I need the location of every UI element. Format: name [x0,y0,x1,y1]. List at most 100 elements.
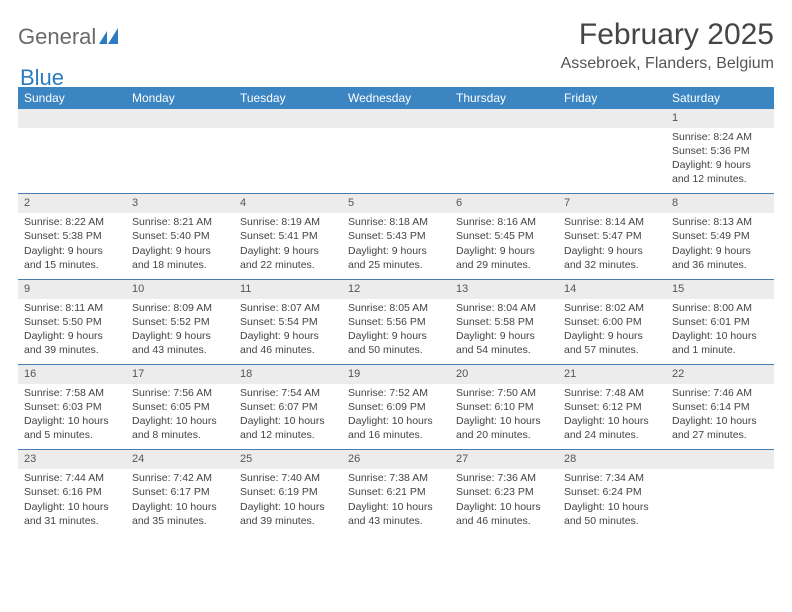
daylight-line1: Daylight: 10 hours [564,500,660,514]
day-cell [342,128,450,194]
day-cell: Sunrise: 7:42 AMSunset: 6:17 PMDaylight:… [126,469,234,535]
sunrise-line: Sunrise: 7:54 AM [240,386,336,400]
daylight-line1: Daylight: 10 hours [348,414,444,428]
daylight-line1: Daylight: 9 hours [672,244,768,258]
daylight-line1: Daylight: 9 hours [672,158,768,172]
daylight-line1: Daylight: 9 hours [348,329,444,343]
sunrise-line: Sunrise: 7:36 AM [456,471,552,485]
day-cell [666,469,774,535]
day-number [558,109,666,128]
daylight-line2: and 25 minutes. [348,258,444,272]
day-cell: Sunrise: 7:46 AMSunset: 6:14 PMDaylight:… [666,384,774,450]
daylight-line2: and 46 minutes. [240,343,336,357]
daylight-line1: Daylight: 9 hours [240,329,336,343]
sunrise-line: Sunrise: 7:52 AM [348,386,444,400]
sunrise-line: Sunrise: 7:58 AM [24,386,120,400]
title-block: February 2025 Assebroek, Flanders, Belgi… [561,18,774,73]
sunset-line: Sunset: 5:58 PM [456,315,552,329]
sunset-line: Sunset: 6:12 PM [564,400,660,414]
brand-word2: Blue [20,65,64,91]
day-number [450,109,558,128]
day-cell: Sunrise: 7:50 AMSunset: 6:10 PMDaylight:… [450,384,558,450]
daylight-line1: Daylight: 10 hours [348,500,444,514]
daylight-line2: and 50 minutes. [564,514,660,528]
sunset-line: Sunset: 6:19 PM [240,485,336,499]
daylight-line2: and 50 minutes. [348,343,444,357]
day-number: 16 [18,365,126,384]
daylight-line1: Daylight: 9 hours [24,329,120,343]
day-number: 15 [666,279,774,298]
calendar-head: Sunday Monday Tuesday Wednesday Thursday… [18,87,774,109]
day-number: 24 [126,450,234,469]
day-number: 6 [450,194,558,213]
sunrise-line: Sunrise: 8:04 AM [456,301,552,315]
sunrise-line: Sunrise: 7:56 AM [132,386,228,400]
daylight-line2: and 27 minutes. [672,428,768,442]
day-number: 19 [342,365,450,384]
brand-mark-icon [99,24,121,50]
sunrise-line: Sunrise: 7:40 AM [240,471,336,485]
day-number: 12 [342,279,450,298]
sunrise-line: Sunrise: 7:50 AM [456,386,552,400]
daylight-line1: Daylight: 10 hours [672,414,768,428]
daylight-line2: and 39 minutes. [24,343,120,357]
day-number: 10 [126,279,234,298]
sunset-line: Sunset: 6:16 PM [24,485,120,499]
sunrise-line: Sunrise: 7:34 AM [564,471,660,485]
sunrise-line: Sunrise: 7:42 AM [132,471,228,485]
day-cell: Sunrise: 7:56 AMSunset: 6:05 PMDaylight:… [126,384,234,450]
daylight-line1: Daylight: 10 hours [564,414,660,428]
sunset-line: Sunset: 5:52 PM [132,315,228,329]
day-number: 1 [666,109,774,128]
daylight-line1: Daylight: 9 hours [132,244,228,258]
day-cell: Sunrise: 8:04 AMSunset: 5:58 PMDaylight:… [450,299,558,365]
day-header: Friday [558,87,666,109]
week-body-row: Sunrise: 8:22 AMSunset: 5:38 PMDaylight:… [18,213,774,279]
daylight-line1: Daylight: 9 hours [24,244,120,258]
day-number: 5 [342,194,450,213]
day-number: 9 [18,279,126,298]
week-body-row: Sunrise: 7:58 AMSunset: 6:03 PM Daylight:… [18,384,774,450]
daylight-line2: and 32 minutes. [564,258,660,272]
daylight-line1: Daylight: 10 hours [240,414,336,428]
day-cell [126,128,234,194]
sunrise-line: Sunrise: 8:07 AM [240,301,336,315]
daylight-line2: and 36 minutes. [672,258,768,272]
daylight-line1: Daylight: 10 hours [132,500,228,514]
location: Assebroek, Flanders, Belgium [561,55,774,73]
day-cell: Sunrise: 7:54 AMSunset: 6:07 PMDaylight:… [234,384,342,450]
day-cell [18,128,126,194]
day-number: 13 [450,279,558,298]
daylight-line2: and 12 minutes. [672,172,768,186]
daylight-line1: Daylight: 9 hours [240,244,336,258]
week-daynum-row: 9101112131415 [18,279,774,298]
page-header: General February 2025 Assebroek, Flander… [18,18,774,73]
sunrise-line: Sunrise: 8:16 AM [456,215,552,229]
sunrise-line: Sunrise: 7:38 AM [348,471,444,485]
daylight-line2: and 12 minutes. [240,428,336,442]
sunrise-line: Sunrise: 7:44 AM [24,471,120,485]
sunrise-line: Sunrise: 8:24 AM [672,130,768,144]
day-cell: Sunrise: 7:40 AMSunset: 6:19 PMDaylight:… [234,469,342,535]
sunset-line: Sunset: 5:36 PM [672,144,768,158]
daylight-line2: and 39 minutes. [240,514,336,528]
sunset-line: Sunset: 6:24 PM [564,485,660,499]
sunrise-line: Sunrise: 7:48 AM [564,386,660,400]
sunset-line: Sunset: 6:01 PM [672,315,768,329]
daylight-line1: Daylight: 10 hours [24,500,120,514]
day-number [18,109,126,128]
daylight-line2: and 8 minutes. [132,428,228,442]
sunset-line: Sunset: 6:03 PM [24,400,120,414]
daylight-line2: and 15 minutes. [24,258,120,272]
sunset-line: Sunset: 6:23 PM [456,485,552,499]
day-number: 14 [558,279,666,298]
brand-logo: General [18,18,121,50]
week-daynum-row: 1 [18,109,774,128]
day-number [126,109,234,128]
sunrise-line: Sunrise: 8:09 AM [132,301,228,315]
day-cell: Sunrise: 8:00 AMSunset: 6:01 PMDaylight:… [666,299,774,365]
day-cell: Sunrise: 8:05 AMSunset: 5:56 PMDaylight:… [342,299,450,365]
sunset-line: Sunset: 5:47 PM [564,229,660,243]
day-number: 4 [234,194,342,213]
sunset-line: Sunset: 5:45 PM [456,229,552,243]
